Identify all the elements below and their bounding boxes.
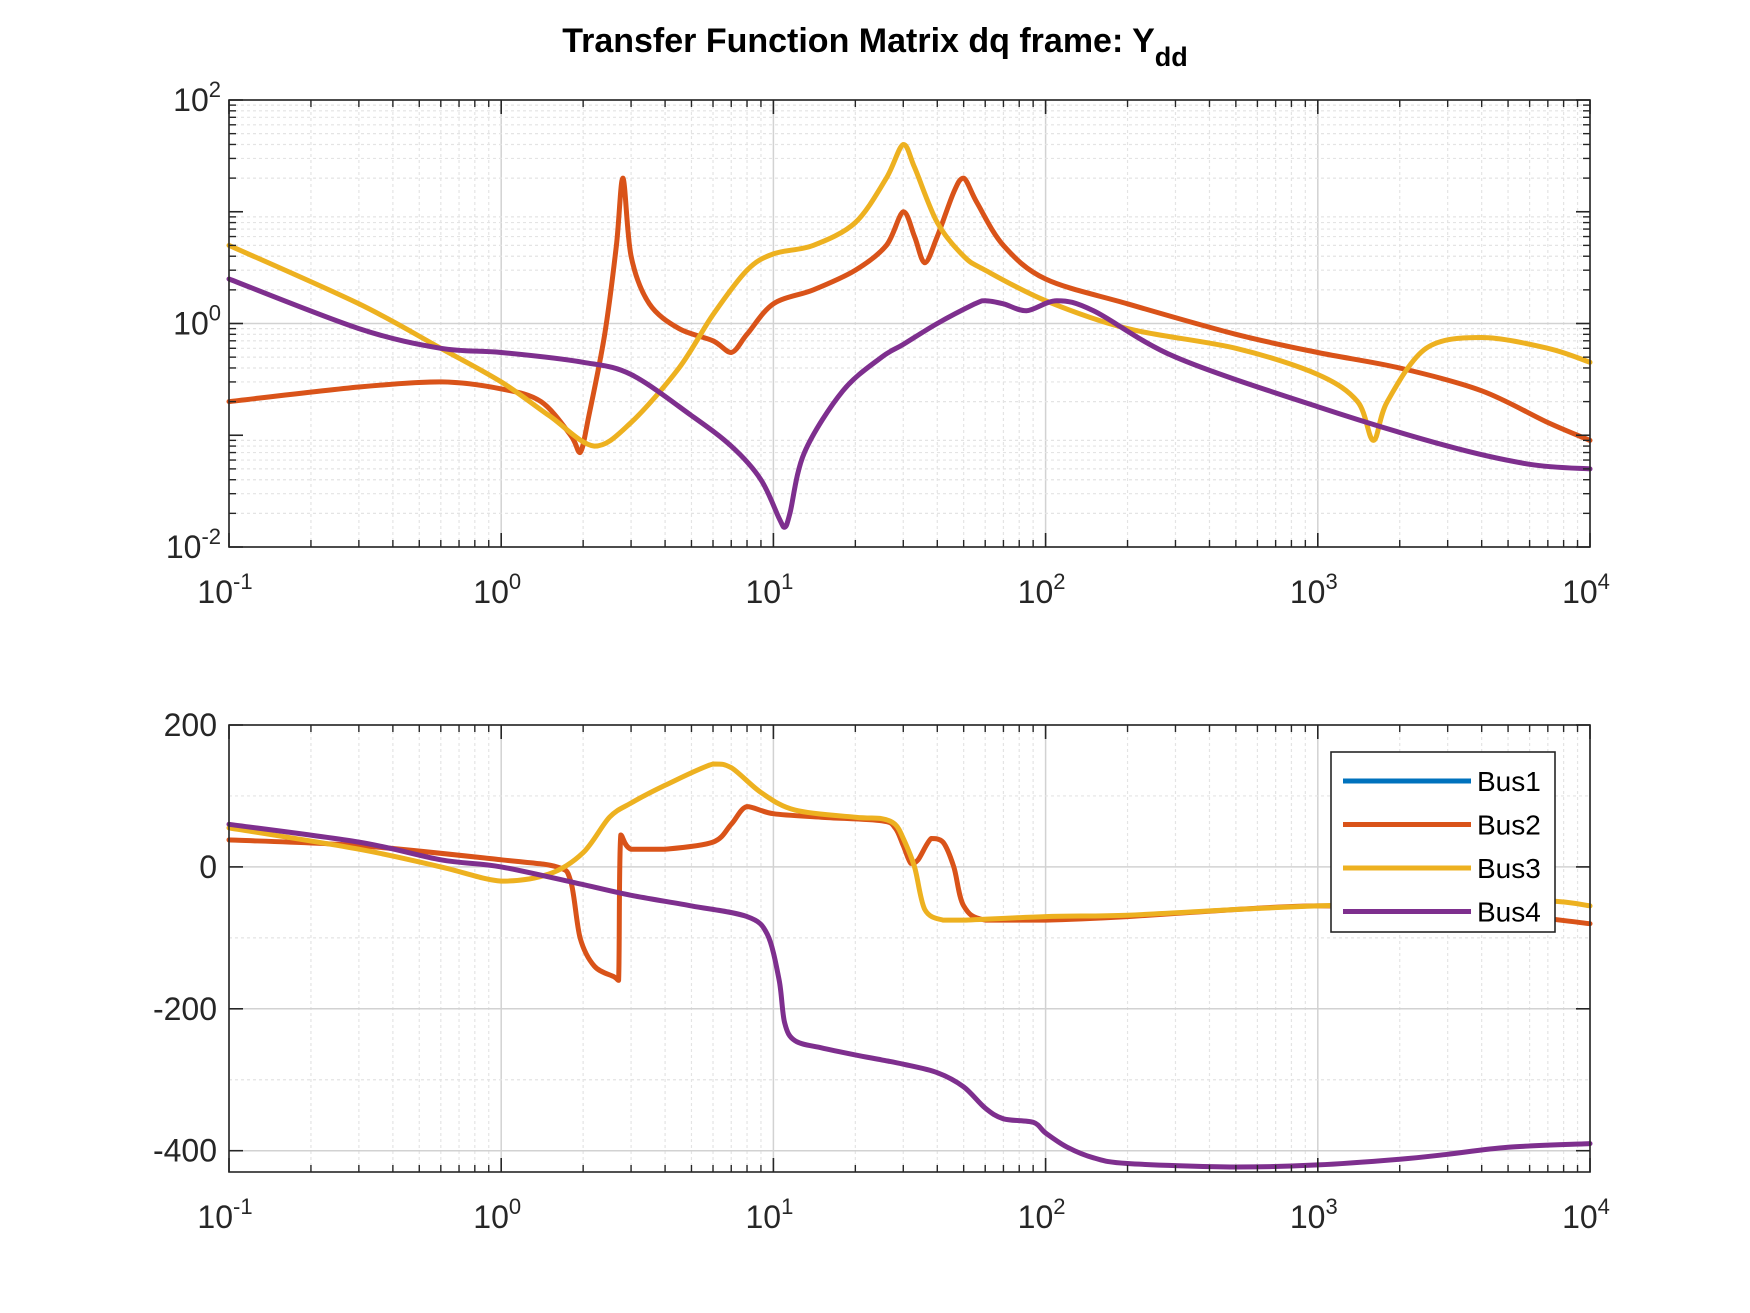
legend-label-bus3: Bus3 [1477, 853, 1541, 884]
x-tick-label: 103 [1290, 1194, 1338, 1235]
x-tick-label-base: 10 [1018, 1199, 1054, 1235]
series-bus3-line [226, 761, 1593, 923]
x-tick-label-base: 10 [1018, 574, 1054, 610]
y-tick-label: -200 [153, 991, 217, 1027]
x-tick-label: 101 [745, 569, 793, 610]
x-tick-label-exponent: 4 [1598, 569, 1610, 594]
x-tick-label-base: 10 [197, 1199, 233, 1235]
y-tick-label: -400 [153, 1133, 217, 1169]
figure-title-subscript: dd [1155, 42, 1188, 72]
legend-label-bus1: Bus1 [1477, 766, 1541, 797]
x-tick-label-exponent: 2 [1053, 569, 1065, 594]
x-tick-label-exponent: -1 [233, 569, 253, 594]
x-tick-label: 100 [473, 569, 521, 610]
x-tick-label-exponent: 3 [1325, 569, 1337, 594]
y-tick-label-exponent: -2 [201, 524, 221, 549]
y-tick-label: 0 [199, 849, 217, 885]
x-tick-label-base: 10 [745, 1199, 781, 1235]
x-tick-label: 103 [1290, 569, 1338, 610]
x-tick-label-base: 10 [473, 1199, 509, 1235]
series-group [226, 761, 1593, 1170]
series-bus4-line [226, 821, 1593, 1170]
series-bus3-line [226, 142, 1593, 449]
x-tick-label: 101 [745, 1194, 793, 1235]
y-tick-label: 102 [173, 77, 221, 118]
grid [228, 724, 1591, 1172]
x-tick-label: 104 [1562, 569, 1610, 610]
ticks [228, 99, 1591, 548]
y-tick-label-base: 10 [166, 529, 202, 565]
x-tick-label-exponent: -1 [233, 1194, 253, 1219]
x-tick-label-exponent: 4 [1598, 1194, 1610, 1219]
y-tick-label: 200 [164, 707, 217, 743]
y-tick-label: 10-2 [166, 524, 221, 565]
y-tick-label-exponent: 0 [209, 301, 221, 326]
x-tick-label-base: 10 [197, 574, 233, 610]
x-tick-label-base: 10 [1290, 1199, 1326, 1235]
axes-box [228, 724, 1591, 1173]
y-tick-label: 100 [173, 301, 221, 342]
ticks [228, 724, 1591, 1172]
legend-label-bus2: Bus2 [1477, 810, 1541, 841]
x-tick-label: 102 [1018, 569, 1066, 610]
series-bus4-line [226, 276, 1593, 530]
x-tick-label-exponent: 1 [781, 569, 793, 594]
series-bus2-line [226, 175, 1593, 456]
x-tick-label: 100 [473, 1194, 521, 1235]
y-tick-label-exponent: 2 [209, 77, 221, 102]
x-tick-label-exponent: 0 [509, 569, 521, 594]
x-tick-label-base: 10 [1562, 1199, 1598, 1235]
x-tick-label: 102 [1018, 1194, 1066, 1235]
x-tick-label-exponent: 2 [1053, 1194, 1065, 1219]
y-tick-label-base: 10 [173, 306, 209, 342]
x-tick-label-exponent: 0 [509, 1194, 521, 1219]
x-tick-label-base: 10 [745, 574, 781, 610]
figure-title-main: Transfer Function Matrix dq frame: Y [562, 22, 1155, 60]
x-tick-label-exponent: 1 [781, 1194, 793, 1219]
phase-plot: 10-1 100 101 102 103 1042000-200-400Bus1Bus2B… [153, 707, 1610, 1235]
x-tick-label: 10-1 [197, 569, 252, 610]
y-tick-label-base: 10 [173, 82, 209, 118]
legend-label-bus4: Bus4 [1477, 897, 1541, 928]
figure-title: Transfer Function Matrix dq frame: Ydd [562, 22, 1188, 72]
x-tick-label: 104 [1562, 1194, 1610, 1235]
x-tick-label-exponent: 3 [1325, 1194, 1337, 1219]
grid [228, 99, 1591, 548]
x-tick-label-base: 10 [1562, 574, 1598, 610]
legend: Bus1 Bus2 Bus3 Bus4 [1330, 751, 1556, 933]
x-tick-label-base: 10 [1290, 574, 1326, 610]
x-tick-label-base: 10 [473, 574, 509, 610]
series-group [226, 142, 1593, 530]
x-tick-label: 10-1 [197, 1194, 252, 1235]
